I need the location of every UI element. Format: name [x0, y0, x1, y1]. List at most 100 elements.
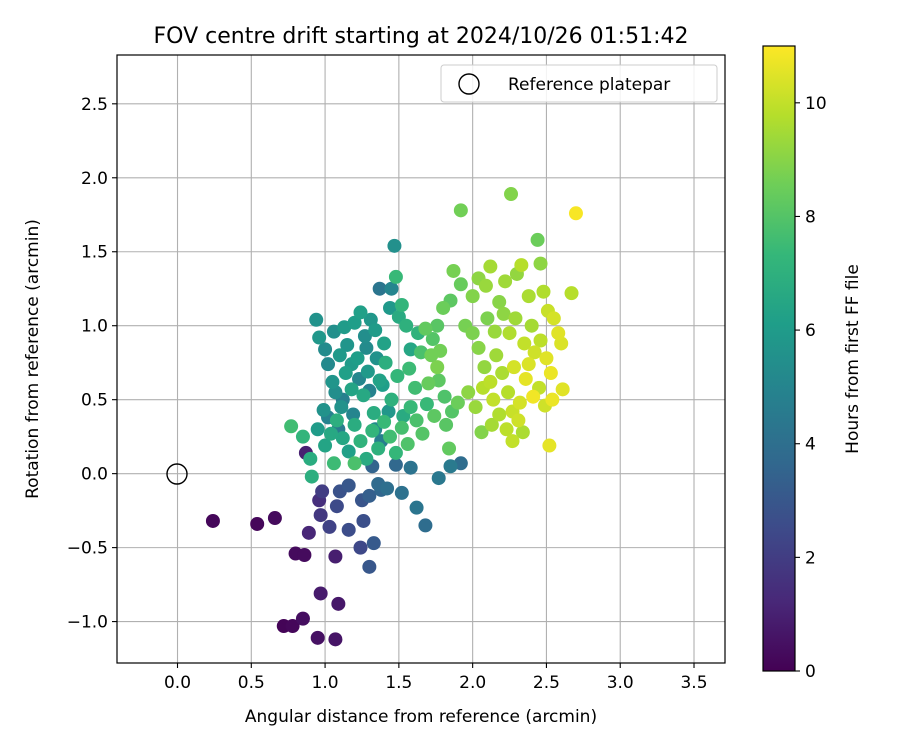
data-point — [329, 499, 344, 514]
data-point — [303, 451, 318, 466]
data-point — [328, 549, 343, 564]
x-axis-ticks: 0.0 0.5 1.0 1.5 2.0 2.5 3.0 3.5 — [164, 663, 708, 693]
data-point — [318, 438, 333, 453]
data-point — [384, 281, 399, 296]
data-point — [328, 632, 343, 647]
data-point — [360, 364, 375, 379]
data-point — [394, 485, 409, 500]
data-point — [453, 203, 468, 218]
data-point — [465, 326, 480, 341]
data-point — [341, 478, 356, 493]
data-point — [341, 444, 356, 459]
data-point — [338, 366, 353, 381]
data-point — [285, 619, 300, 634]
data-point — [502, 326, 517, 341]
colorbar-tick-label: 2 — [805, 548, 816, 568]
data-point — [551, 326, 566, 341]
y-tick-label: 2.0 — [81, 169, 108, 189]
data-point — [409, 500, 424, 515]
x-tick-label: 2.0 — [459, 673, 486, 693]
data-point — [483, 374, 498, 389]
data-point — [309, 312, 324, 327]
data-point — [431, 471, 446, 486]
data-point — [533, 333, 548, 348]
data-point — [315, 484, 330, 499]
y-tick-label: 0.5 — [81, 391, 108, 411]
data-point — [495, 366, 510, 381]
data-point — [250, 516, 265, 531]
data-point — [332, 348, 347, 363]
data-point — [496, 306, 511, 321]
data-point — [371, 441, 386, 456]
colorbar: 0 2 4 6 8 10 Hours from first FF file — [762, 45, 863, 682]
data-point — [415, 426, 430, 441]
data-point — [402, 361, 417, 376]
legend-label: Reference platepar — [508, 75, 670, 95]
data-point — [403, 460, 418, 475]
colorbar-ticks: 0 2 4 6 8 10 — [795, 94, 827, 682]
data-point — [378, 355, 393, 370]
data-point — [539, 351, 554, 366]
data-point — [377, 414, 392, 429]
data-point — [357, 329, 372, 344]
data-point — [377, 336, 392, 351]
data-point — [322, 519, 337, 534]
data-point — [499, 422, 514, 437]
data-point — [353, 540, 368, 555]
data-point — [521, 289, 536, 304]
data-point — [501, 385, 516, 400]
data-point — [439, 417, 454, 432]
data-point — [329, 413, 344, 428]
data-point — [543, 366, 558, 381]
data-point — [515, 425, 530, 440]
data-point — [442, 441, 457, 456]
data-point — [453, 277, 468, 292]
data-point — [446, 263, 461, 278]
data-point — [295, 429, 310, 444]
data-point — [518, 371, 533, 386]
data-point — [335, 431, 350, 446]
data-point — [344, 382, 359, 397]
data-point — [310, 422, 325, 437]
data-point — [492, 407, 507, 422]
data-point — [372, 373, 387, 388]
data-point — [347, 456, 362, 471]
data-point — [313, 586, 328, 601]
data-point — [474, 425, 489, 440]
data-point — [427, 408, 442, 423]
colorbar-tick-label: 8 — [805, 207, 816, 227]
data-point — [527, 345, 542, 360]
data-point — [394, 420, 409, 435]
data-point — [301, 525, 316, 540]
data-point — [512, 395, 527, 410]
y-tick-label: 1.0 — [81, 317, 108, 337]
colorbar-gradient — [762, 45, 796, 672]
data-points — [205, 187, 583, 647]
data-point — [359, 451, 374, 466]
x-tick-label: 1.0 — [312, 673, 339, 693]
legend-box — [440, 64, 718, 103]
y-tick-label: 1.5 — [81, 243, 108, 263]
data-point — [341, 522, 356, 537]
chart-title: FOV centre drift starting at 2024/10/26 … — [154, 24, 689, 49]
data-point — [521, 357, 536, 372]
data-point — [347, 315, 362, 330]
colorbar-tick-label: 0 — [805, 662, 816, 682]
data-point — [321, 357, 336, 372]
data-point — [465, 289, 480, 304]
data-point — [313, 508, 328, 523]
data-point — [533, 256, 548, 271]
plot-frame — [116, 54, 726, 664]
data-point — [346, 407, 361, 422]
data-point — [478, 278, 493, 293]
data-point — [318, 342, 333, 357]
data-point — [205, 513, 220, 528]
data-point — [489, 348, 504, 363]
data-point — [506, 360, 521, 375]
data-point — [297, 548, 312, 563]
data-point — [310, 630, 325, 645]
data-point — [359, 340, 374, 355]
data-point — [480, 311, 495, 326]
x-tick-label: 3.0 — [607, 673, 634, 693]
